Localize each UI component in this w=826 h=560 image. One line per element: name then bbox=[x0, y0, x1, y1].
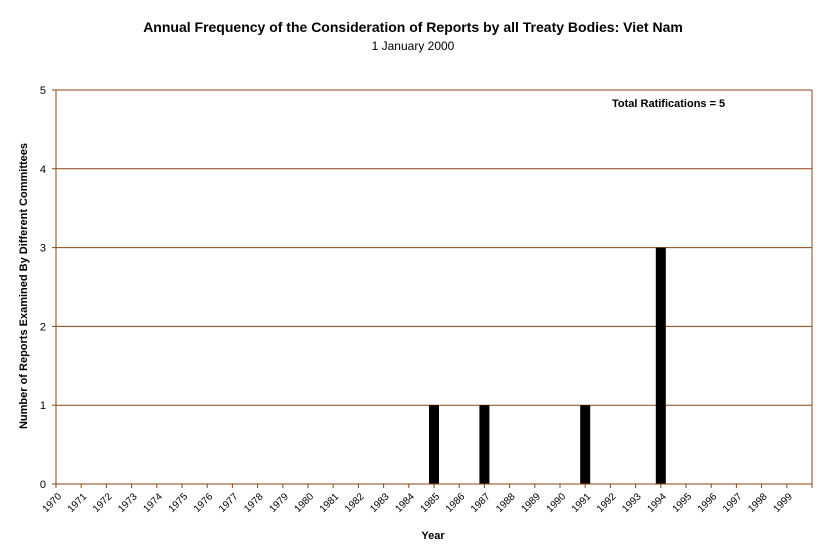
x-tick-label: 1977 bbox=[217, 491, 241, 515]
x-tick-label: 1974 bbox=[141, 491, 165, 515]
y-tick-label: 3 bbox=[40, 243, 46, 255]
x-tick-label: 1992 bbox=[595, 491, 619, 515]
x-tick-label: 1971 bbox=[66, 491, 90, 515]
x-tick-label: 1987 bbox=[469, 491, 493, 515]
x-tick-label: 1970 bbox=[41, 491, 65, 515]
x-tick-label: 1991 bbox=[570, 491, 594, 515]
x-tick-label: 1990 bbox=[545, 491, 569, 515]
axes bbox=[52, 89, 813, 488]
y-tick-label: 4 bbox=[40, 164, 46, 176]
y-tick-labels: 0 1 2 3 4 5 bbox=[40, 85, 46, 491]
x-tick-label: 1996 bbox=[696, 491, 720, 515]
bar-1984 bbox=[429, 405, 439, 484]
x-tick-label: 1985 bbox=[419, 491, 443, 515]
bar-1986 bbox=[479, 405, 490, 484]
x-tick-label: 1999 bbox=[771, 491, 795, 515]
x-tick-labels: 1970 1971 1972 1973 1974 1975 1976 1977 1978 1979… bbox=[41, 491, 796, 515]
y-tick-label: 5 bbox=[40, 85, 46, 97]
x-tick-label: 1993 bbox=[620, 491, 644, 515]
x-tick-label: 1973 bbox=[116, 491, 140, 515]
x-tick-label: 1984 bbox=[393, 491, 417, 515]
x-tick-label: 1976 bbox=[192, 491, 216, 515]
x-tick-label: 1997 bbox=[721, 491, 745, 515]
total-ratifications-annotation: Total Ratifications = 5 bbox=[612, 98, 725, 110]
x-tick-label: 1989 bbox=[519, 491, 543, 515]
x-tick-label: 1983 bbox=[368, 491, 392, 515]
chart-title: Annual Frequency of the Consideration of… bbox=[143, 19, 683, 35]
y-axis-label: Number of Reports Examined By Different … bbox=[18, 143, 30, 429]
x-tick-label: 1988 bbox=[494, 491, 518, 515]
bars bbox=[429, 247, 666, 484]
x-tick-label: 1998 bbox=[746, 491, 770, 515]
x-tick-label: 1980 bbox=[293, 491, 317, 515]
x-tick-label: 1979 bbox=[267, 491, 291, 515]
x-tick-label: 1972 bbox=[91, 491, 115, 515]
gridlines bbox=[56, 89, 812, 406]
x-tick-label: 1978 bbox=[242, 491, 266, 515]
y-tick-label: 0 bbox=[40, 479, 46, 491]
bar-1990 bbox=[580, 405, 591, 484]
x-tick-label: 1982 bbox=[343, 491, 367, 515]
x-axis-label: Year bbox=[421, 530, 445, 542]
y-tick-label: 1 bbox=[40, 400, 46, 412]
y-tick-label: 2 bbox=[40, 321, 46, 333]
chart-subtitle: 1 January 2000 bbox=[371, 39, 455, 53]
x-tick-label: 1994 bbox=[645, 491, 669, 515]
x-tick-label: 1995 bbox=[671, 491, 695, 515]
bar-1993 bbox=[655, 247, 666, 484]
x-tick-label: 1986 bbox=[444, 491, 468, 515]
x-tick-label: 1975 bbox=[167, 491, 191, 515]
x-tick-label: 1981 bbox=[318, 491, 342, 515]
